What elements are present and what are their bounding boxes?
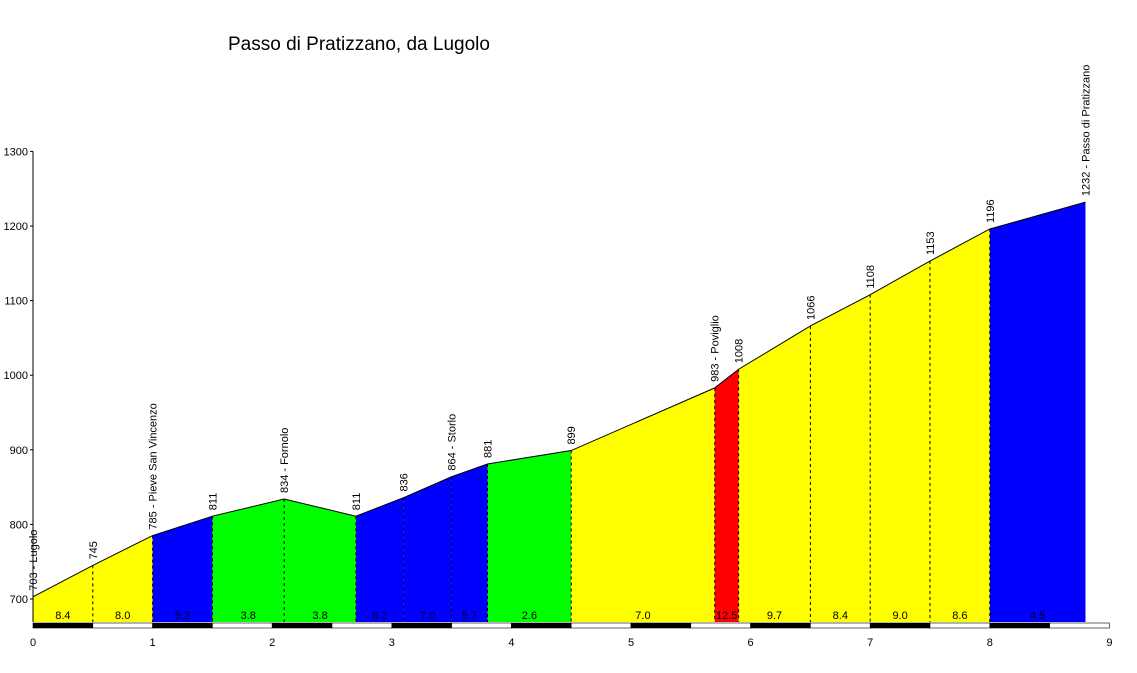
elevation-label: 1196 xyxy=(985,199,997,223)
distance-bar-block xyxy=(331,622,393,629)
segment-area xyxy=(403,476,452,622)
elevation-label: 785 - Pieve San Vincenzo xyxy=(148,403,160,529)
distance-bar-block xyxy=(152,622,213,629)
distance-bar-block xyxy=(391,622,452,629)
elevation-label: 1232 - Passo di Pratizzano xyxy=(1080,65,1092,196)
gradient-label: 8.0 xyxy=(115,610,130,622)
x-tick-label: 3 xyxy=(389,637,395,649)
gradient-label: 9.0 xyxy=(892,610,907,622)
segment-area xyxy=(451,463,488,622)
segment-area xyxy=(810,294,871,622)
x-tick-label: 9 xyxy=(1106,637,1112,649)
elevation-label: 899 xyxy=(566,426,578,444)
segment-area xyxy=(152,516,213,622)
elevation-label: 1153 xyxy=(925,231,937,255)
distance-bar-block xyxy=(989,622,1050,629)
segment-area xyxy=(930,228,990,622)
y-tick-label: 900 xyxy=(10,445,28,457)
segment-area xyxy=(92,535,153,622)
elevation-label: 703 - Lugolo xyxy=(28,530,40,591)
segment-area xyxy=(487,450,572,622)
distance-bar-block xyxy=(511,622,572,629)
elevation-label: 864 - Storlo xyxy=(447,414,459,471)
distance-bar-block xyxy=(570,622,632,629)
gradient-label: 6.2 xyxy=(372,610,387,622)
segment-area xyxy=(212,499,285,622)
y-tick-label: 1000 xyxy=(4,370,28,382)
x-tick-label: 1 xyxy=(150,637,156,649)
y-tick-label: 800 xyxy=(10,519,28,531)
gradient-label: 9.7 xyxy=(767,610,782,622)
segment-area xyxy=(284,499,356,622)
segment-area xyxy=(355,497,404,622)
x-tick-label: 6 xyxy=(748,637,754,649)
gradient-label: 8.4 xyxy=(55,610,70,622)
x-tick-label: 0 xyxy=(30,637,36,649)
x-tick-label: 7 xyxy=(867,637,873,649)
segment-area xyxy=(714,369,739,622)
gradient-label: 3.8 xyxy=(312,610,327,622)
gradient-label: 2.6 xyxy=(522,610,537,622)
gradient-label: 5.2 xyxy=(175,610,190,622)
distance-bar-block xyxy=(690,622,751,629)
elevation-label: 983 - Poviglio xyxy=(710,315,722,382)
distance-bar-block xyxy=(1049,622,1110,629)
gradient-label: 8.4 xyxy=(833,610,848,622)
distance-bar-block xyxy=(32,622,94,629)
segment-area xyxy=(870,261,930,622)
distance-bar-block xyxy=(869,622,931,629)
segment-area xyxy=(571,387,715,622)
elevation-label: 745 xyxy=(88,541,100,559)
distance-bar-block xyxy=(750,622,811,629)
y-tick-label: 700 xyxy=(10,594,28,606)
elevation-label: 834 - Fornolo xyxy=(279,428,291,493)
elevation-label: 836 xyxy=(399,473,411,491)
distance-bar-block xyxy=(271,622,333,629)
distance-bar-block xyxy=(630,622,692,629)
x-tick-label: 8 xyxy=(987,637,993,649)
y-tick-label: 1100 xyxy=(4,296,28,308)
elevation-label: 881 xyxy=(482,440,494,458)
distance-bar-block xyxy=(929,622,991,629)
gradient-label: 8.6 xyxy=(952,610,967,622)
gradient-label: 3.8 xyxy=(241,610,256,622)
distance-bar-block xyxy=(451,622,512,629)
chart-title: Passo di Pratizzano, da Lugolo xyxy=(228,34,490,55)
segment-area xyxy=(738,325,811,622)
gradient-label: 4.5 xyxy=(1030,610,1045,622)
elevation-label: 811 xyxy=(351,493,363,511)
distance-bar-block xyxy=(92,622,153,629)
elevation-label: 1108 xyxy=(865,265,877,289)
gradient-label: 12.5 xyxy=(716,610,737,622)
y-tick-label: 1300 xyxy=(4,146,28,158)
segment-area xyxy=(33,565,93,622)
x-tick-label: 2 xyxy=(269,637,275,649)
distance-bar-block xyxy=(810,622,871,629)
elevation-label: 811 xyxy=(207,493,219,511)
x-tick-label: 4 xyxy=(508,637,514,649)
x-tick-label: 5 xyxy=(628,637,634,649)
gradient-label: 7.0 xyxy=(420,610,435,622)
gradient-label: 7.0 xyxy=(635,610,650,622)
segment-area xyxy=(989,202,1086,623)
distance-bar-block xyxy=(212,622,273,629)
elevation-label: 1066 xyxy=(805,295,817,319)
elevation-label: 1008 xyxy=(734,339,746,363)
y-tick-label: 1200 xyxy=(4,221,28,233)
gradient-label: 5.7 xyxy=(462,610,477,622)
